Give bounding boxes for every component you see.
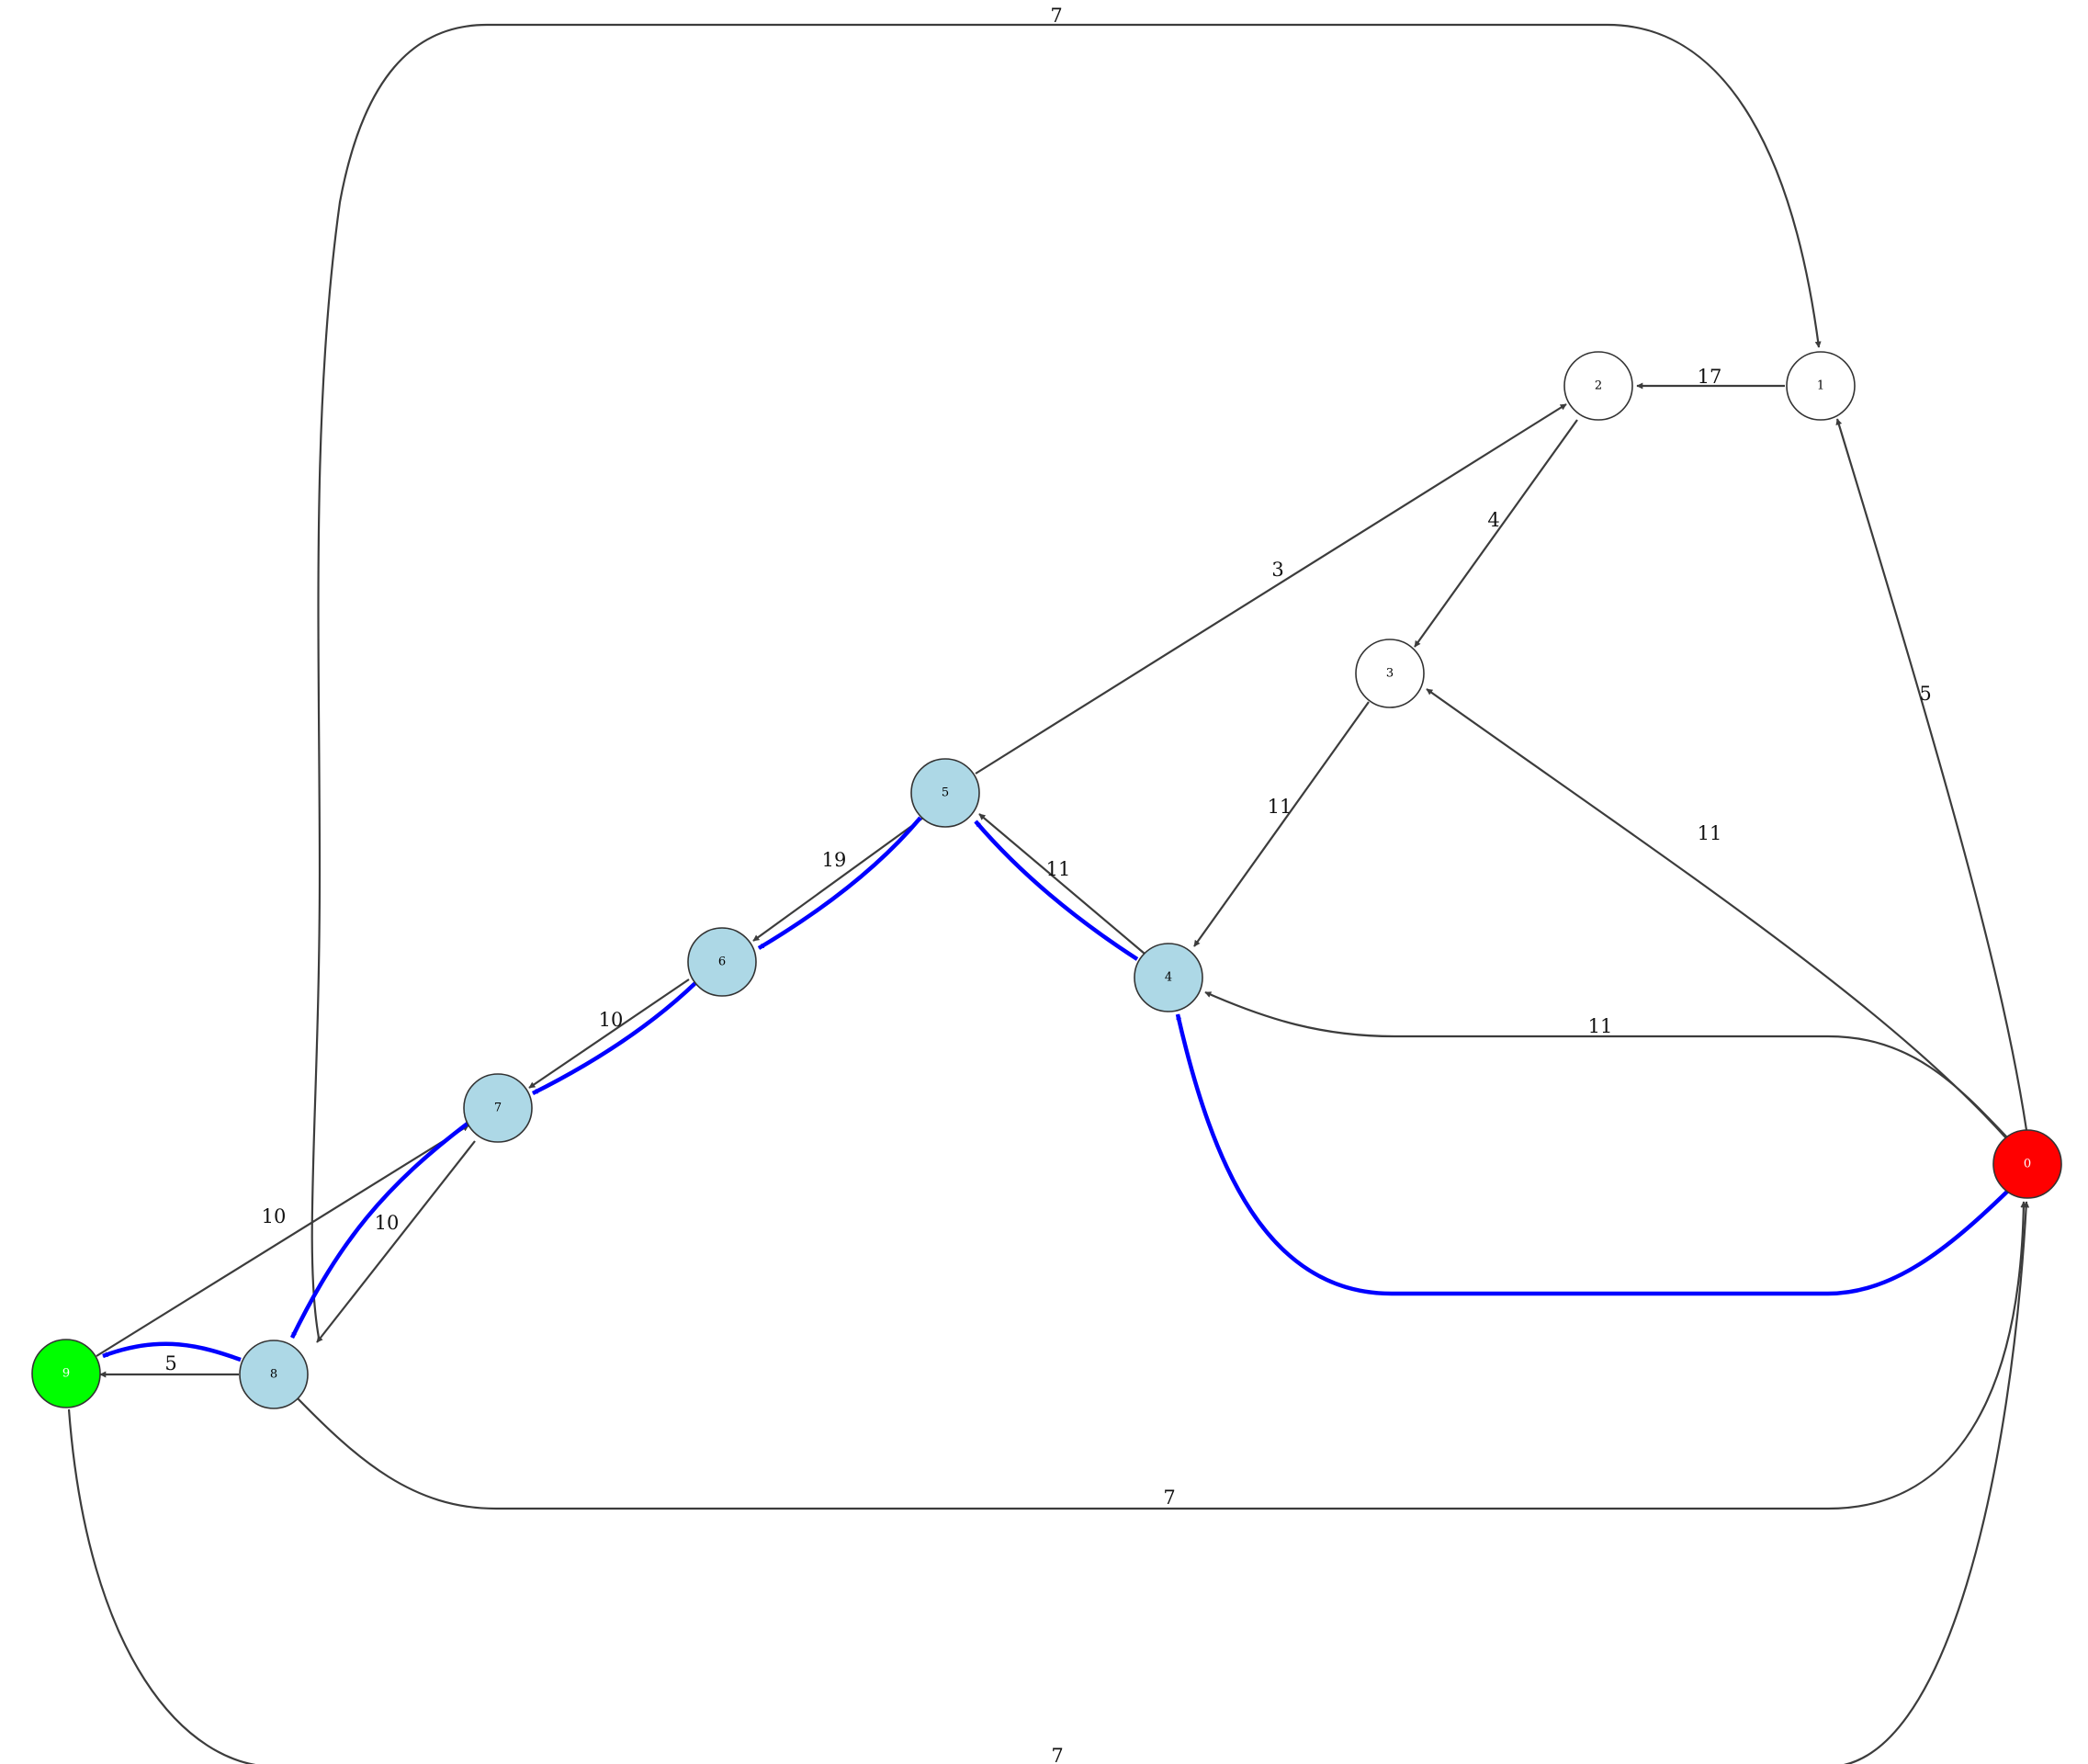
node-label-0: 0 [2024, 1158, 2031, 1171]
node-0[interactable]: 0 [1992, 1129, 2062, 1199]
path-edge-4-to-5 [974, 820, 1139, 961]
edges: 7 17 5 4 3 11 11 11 19 10 11 10 [67, 5, 2030, 1764]
edge-0-to-4 [1204, 990, 2008, 1138]
node-4[interactable]: 4 [1134, 943, 1203, 1012]
edge-label-7-8: 10 [375, 1212, 400, 1234]
nodes: 0 1 2 3 4 5 6 7 [31, 351, 2062, 1409]
node-7[interactable]: 7 [463, 1073, 533, 1143]
edge-0-to-1 [1835, 418, 2028, 1131]
edge-5-to-6 [752, 817, 924, 942]
node-6[interactable]: 6 [687, 927, 757, 997]
edge-3-to-4 [1193, 701, 1370, 947]
node-5[interactable]: 5 [910, 758, 980, 828]
node-1[interactable]: 1 [1786, 351, 1856, 421]
edge-label-9-7: 10 [262, 1205, 287, 1227]
node-8[interactable]: 8 [239, 1340, 309, 1409]
edge-label-0-3: 11 [1698, 822, 1722, 844]
edge-0-to-3 [1426, 688, 2008, 1140]
edge-label-9-0: 7 [1051, 1745, 1063, 1764]
edge-label-8-1: 7 [1050, 5, 1062, 27]
edge-label-8-9: 5 [164, 1352, 176, 1374]
node-label-3: 3 [1386, 667, 1394, 681]
edge-9-to-0 [67, 1201, 2030, 1764]
edge-5-to-2 [975, 403, 1567, 775]
node-label-1: 1 [1817, 379, 1824, 393]
edge-8-to-0 [295, 1201, 2027, 1510]
node-label-5: 5 [942, 786, 949, 800]
edge-label-5-6: 19 [822, 849, 847, 871]
node-2[interactable]: 2 [1563, 351, 1633, 421]
path-edge-5-to-6 [757, 816, 922, 950]
edge-4-to-5 [978, 813, 1146, 955]
node-label-7: 7 [494, 1102, 502, 1115]
node-label-6: 6 [718, 956, 726, 969]
path-edge-7-to-8 [289, 1121, 470, 1339]
edge-label-3-4: 11 [1268, 796, 1292, 818]
edge-label-5-2: 3 [1271, 559, 1283, 581]
edge-label-0-4: 11 [1588, 1015, 1613, 1037]
highlighted-path [102, 816, 2010, 1363]
path-edge-0-to-4 [1175, 1013, 2010, 1296]
edge-8-to-1 [310, 23, 1822, 1339]
node-label-2: 2 [1595, 379, 1602, 393]
node-9[interactable]: 9 [31, 1339, 101, 1408]
edge-9-to-7 [96, 1125, 469, 1357]
path-edge-8-to-9 [102, 1341, 242, 1363]
node-label-9: 9 [62, 1367, 70, 1381]
edge-label-8-0: 7 [1163, 1487, 1175, 1509]
edge-7-to-8 [316, 1140, 476, 1343]
edge-label-0-1: 5 [1919, 683, 1931, 705]
edge-2-to-3 [1414, 419, 1578, 648]
node-label-4: 4 [1165, 971, 1172, 985]
edge-label-4-5: 11 [1046, 858, 1071, 880]
edge-label-2-3: 4 [1487, 509, 1499, 531]
node-3[interactable]: 3 [1355, 639, 1425, 708]
edge-6-to-7 [528, 978, 690, 1089]
edge-label-6-7: 10 [599, 1009, 624, 1031]
edge-label-1-2: 17 [1698, 366, 1722, 388]
path-edge-6-to-7 [531, 981, 697, 1096]
node-label-8: 8 [270, 1368, 277, 1382]
